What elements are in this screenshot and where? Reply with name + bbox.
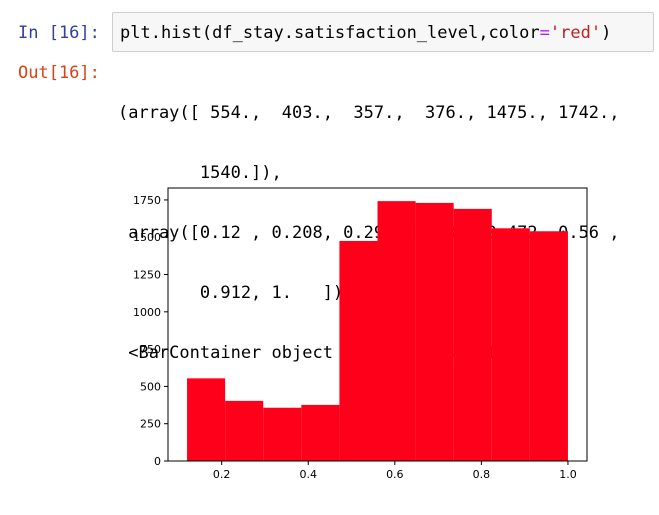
histogram-bar-4 (301, 404, 340, 461)
code-string: 'red' (549, 23, 602, 43)
code-prefix: plt.hist(df_stay.satisfaction_level,colo… (120, 23, 540, 43)
y-tick-label-7: 1500 (133, 231, 161, 244)
y-tick-label-5: 1000 (133, 306, 161, 319)
output-text: (array([ 554., 403., 357., 376., 1475., … (118, 63, 620, 403)
histogram-bar-7 (415, 202, 454, 461)
output-prompt: Out[16]: (18, 63, 100, 83)
code-operator: = (539, 23, 550, 43)
histogram-bar-3 (263, 407, 302, 461)
histogram-svg: 0.2 0.4 0.6 0.8 1.0 0 250 500 750 1000 1250 1500 17… (133, 187, 588, 481)
y-tick-label-1: 0 (154, 455, 161, 468)
histogram-bar-2 (225, 400, 264, 461)
histogram-bar-9 (491, 228, 530, 461)
histogram-bar-8 (453, 208, 492, 461)
y-tick-label-3: 500 (140, 380, 161, 393)
y-tick-label-6: 1250 (133, 269, 161, 282)
x-tick-label-1: 0.2 (213, 468, 231, 481)
code-input-area[interactable]: plt.hist(df_stay.satisfaction_level,colo… (112, 12, 654, 52)
x-tick-label-2: 0.4 (299, 468, 317, 481)
output-line-1: (array([ 554., 403., 357., 376., 1475., … (118, 103, 620, 123)
code-suffix: ) (601, 23, 612, 43)
input-prompt: In [16]: (18, 23, 100, 43)
x-tick-label-4: 0.8 (473, 468, 491, 481)
x-tick-label-3: 0.6 (386, 468, 404, 481)
code-line[interactable]: plt.hist(df_stay.satisfaction_level,colo… (120, 23, 611, 43)
x-tick-label-5: 1.0 (559, 468, 577, 481)
histogram-bar-5 (339, 240, 378, 461)
y-axis: 0 250 500 750 1000 1250 1500 1750 (133, 194, 168, 468)
axes-frame (167, 187, 588, 462)
histogram-bar-10 (529, 231, 568, 461)
output-line-2: 1540.]), (118, 163, 282, 183)
histogram-chart: 0.2 0.4 0.6 0.8 1.0 0 250 500 750 1000 1250 1500 17… (112, 182, 602, 486)
y-tick-label-2: 250 (140, 418, 161, 431)
y-tick-label-8: 1750 (133, 194, 161, 207)
bars-group (187, 201, 568, 461)
histogram-bar-1 (187, 378, 226, 461)
histogram-bar-6 (377, 201, 416, 461)
x-axis: 0.2 0.4 0.6 0.8 1.0 (213, 461, 577, 481)
y-tick-label-4: 750 (140, 343, 161, 356)
